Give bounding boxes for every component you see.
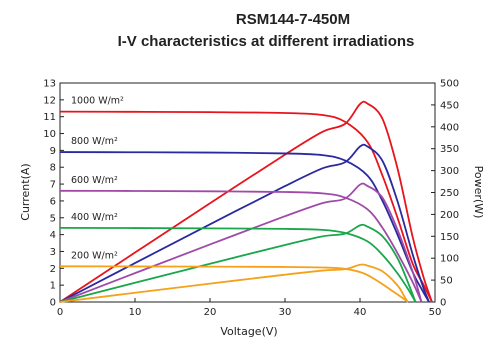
x-tick-label: 20 [204, 307, 217, 318]
chart-subtitle: I-V characteristics at different irradia… [118, 33, 415, 50]
y-tick-label: 2 [50, 264, 56, 275]
pv-curve-400 [59, 223, 417, 303]
irradiance-label-200: 200 W/m² [71, 250, 118, 261]
irradiance-label-600: 600 W/m² [71, 175, 118, 186]
y-tick-label: 12 [43, 95, 56, 106]
y2-tick-label: 50 [440, 276, 453, 287]
x-ticks: 0 10 20 30 40 50 [57, 298, 442, 318]
y2-tick-label: 150 [440, 232, 459, 243]
y2-tick-label: 200 [440, 210, 459, 221]
y2-tick-label: 300 [440, 166, 459, 177]
x-tick-label: 40 [354, 307, 367, 318]
iv-curve-400 [59, 226, 417, 303]
y-tick-label: 13 [43, 79, 56, 90]
x-tick-label: 30 [279, 307, 292, 318]
y2-tick-label: 500 [440, 79, 459, 90]
y-tick-label: 5 [50, 213, 56, 224]
y-tick-label: 6 [50, 196, 56, 207]
y2-tick-label: 350 [440, 144, 459, 155]
y-tick-label: 8 [50, 163, 56, 174]
curves [59, 100, 433, 303]
y2-tick-label: 400 [440, 122, 459, 133]
irradiance-label-400: 400 W/m² [71, 212, 118, 223]
x-tick-label: 10 [129, 307, 142, 318]
pv-curve-800 [59, 143, 430, 303]
x-tick-label: 0 [57, 307, 63, 318]
y-axis-label: Current(A) [19, 163, 32, 220]
y-tick-label: 1 [50, 281, 56, 292]
y-tick-label: 11 [43, 112, 56, 123]
y2-tick-label: 250 [440, 188, 459, 199]
y-tick-label: 3 [50, 247, 56, 258]
y-tick-label: 10 [43, 129, 56, 140]
y2-tick-label: 450 [440, 100, 459, 111]
iv-curve-200 [59, 265, 409, 303]
y-tick-label: 7 [50, 180, 56, 191]
pv-curve-600 [59, 182, 423, 303]
y-tick-label: 0 [50, 298, 56, 309]
y2-tick-label: 100 [440, 254, 459, 265]
pv-curve-1000 [59, 100, 433, 303]
y2-ticks: 0 50 100 150 200 250 300 350 400 450 500 [431, 79, 459, 309]
y-tick-label: 4 [50, 230, 56, 241]
iv-curve-1000 [59, 110, 433, 303]
irradiance-labels: 1000 W/m² 800 W/m² 600 W/m² 400 W/m² 200 W/m… [71, 96, 124, 262]
x-axis-label: Voltage(V) [220, 325, 277, 338]
y2-axis-label: Power(W) [472, 166, 485, 219]
y2-tick-label: 0 [440, 298, 446, 309]
x-tick-label: 50 [429, 307, 442, 318]
irradiance-label-1000: 1000 W/m² [71, 96, 124, 107]
irradiance-label-800: 800 W/m² [71, 136, 118, 147]
chart-title: RSM144-7-450M [236, 11, 350, 28]
pv-curve-200 [59, 263, 409, 303]
y-tick-label: 9 [50, 146, 56, 157]
iv-curve-600 [59, 189, 423, 303]
